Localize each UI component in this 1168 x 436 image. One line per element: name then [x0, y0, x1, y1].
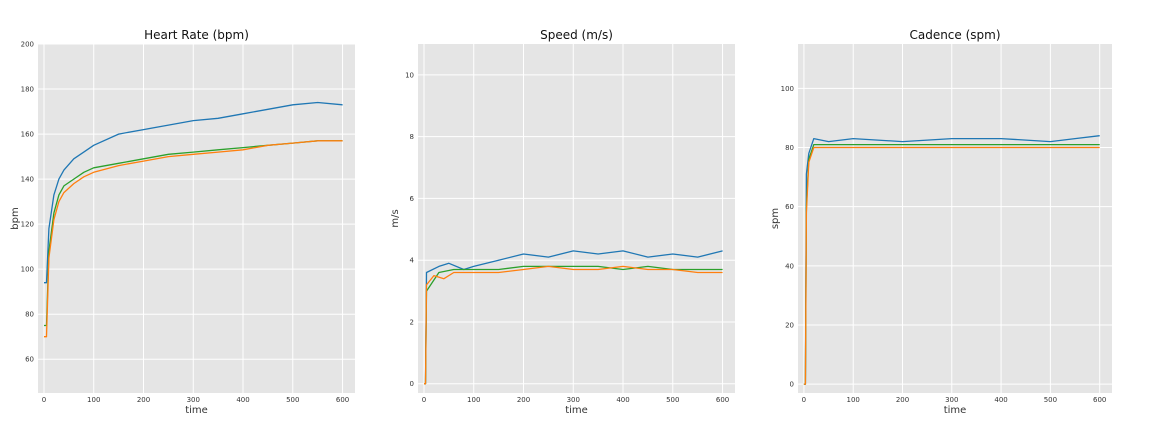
speed-series-green-line	[424, 265, 723, 385]
cadence-plot-area	[798, 44, 1112, 393]
heart-rate-x-tick-label-2: 200	[137, 396, 150, 404]
cadence-y-tick-label-4: 80	[785, 144, 794, 152]
heart-rate-y-tick-label-6: 180	[21, 86, 34, 94]
heart-rate-y-tick-label-7: 200	[21, 41, 34, 49]
heart-rate-x-axis-label: time	[185, 405, 208, 416]
cadence-y-tick-label-1: 20	[785, 321, 794, 329]
heart-rate-y-tick-label-5: 160	[21, 131, 34, 139]
cadence-y-tick-label-5: 100	[781, 85, 794, 93]
heart-rate-y-tick-label-3: 120	[21, 221, 34, 229]
heart-rate-x-tick-label-3: 300	[187, 396, 200, 404]
heart-rate-series-orange-line	[44, 140, 343, 338]
speed-y-axis-label: m/s	[390, 209, 401, 227]
cadence-x-tick-label-4: 400	[994, 396, 1007, 404]
cadence-panel: 0 100 200 300 400 500 600 0 20 40 60 80 100 Cadence (…	[770, 28, 1112, 416]
heart-rate-title: Heart Rate (bpm)	[144, 28, 249, 42]
speed-x-axis-label: time	[565, 405, 588, 416]
cadence-y-axis-label: spm	[770, 208, 781, 229]
heart-rate-x-tick-label-0: 0	[42, 396, 46, 404]
heart-rate-series-blue-line	[44, 101, 343, 284]
cadence-x-tick-label-1: 100	[847, 396, 860, 404]
heart-rate-x-tick-label-5: 500	[286, 396, 299, 404]
speed-y-tick-label-4: 8	[410, 133, 414, 141]
cadence-x-tick-label-5: 500	[1044, 396, 1057, 404]
heart-rate-x-tick-label-1: 100	[87, 396, 100, 404]
cadence-x-tick-label-6: 600	[1093, 396, 1106, 404]
heart-rate-panel: 0 100 200 300 400 500 600 60 80 100 120 140 160 180 20…	[10, 28, 355, 416]
cadence-x-tick-label-0: 0	[802, 396, 806, 404]
heart-rate-y-axis-label: bpm	[10, 207, 21, 229]
cadence-x-tick-label-3: 300	[945, 396, 958, 404]
speed-panel: 0 100 200 300 400 500 600 0 2 4 6 8 10 Speed (m/s) tim…	[390, 28, 735, 416]
heart-rate-y-tick-label-4: 140	[21, 176, 34, 184]
cadence-y-tick-label-0: 0	[790, 381, 794, 389]
heart-rate-y-tick-label-0: 60	[25, 356, 34, 364]
cadence-y-tick-label-2: 40	[785, 262, 794, 270]
heart-rate-plot-area	[38, 44, 355, 393]
speed-y-tick-label-2: 4	[410, 257, 415, 265]
speed-x-tick-label-5: 500	[666, 396, 679, 404]
speed-x-tick-label-6: 600	[716, 396, 729, 404]
speed-y-tick-label-0: 0	[410, 380, 414, 388]
cadence-title: Cadence (spm)	[909, 28, 1000, 42]
speed-series-blue-line	[424, 250, 723, 385]
speed-x-tick-label-0: 0	[422, 396, 426, 404]
speed-title: Speed (m/s)	[540, 28, 613, 42]
heart-rate-x-tick-label-6: 600	[336, 396, 349, 404]
speed-y-tick-label-5: 10	[405, 71, 414, 79]
speed-x-tick-label-2: 200	[517, 396, 530, 404]
cadence-x-axis-label: time	[944, 405, 967, 416]
speed-plot-area	[418, 44, 735, 393]
speed-y-tick-label-3: 6	[410, 195, 415, 203]
speed-series-orange-line	[424, 265, 723, 385]
heart-rate-y-tick-label-1: 80	[25, 311, 34, 319]
speed-x-tick-label-4: 400	[616, 396, 629, 404]
cadence-series-blue-line	[803, 135, 1100, 385]
heart-rate-x-tick-label-4: 400	[236, 396, 249, 404]
cadence-y-tick-label-3: 60	[785, 203, 794, 211]
speed-x-tick-label-1: 100	[467, 396, 480, 404]
heart-rate-y-tick-label-2: 100	[21, 266, 34, 274]
cadence-series-orange-line	[803, 146, 1100, 385]
speed-y-tick-label-1: 2	[410, 318, 414, 326]
speed-x-tick-label-3: 300	[567, 396, 580, 404]
cadence-x-tick-label-2: 200	[896, 396, 909, 404]
